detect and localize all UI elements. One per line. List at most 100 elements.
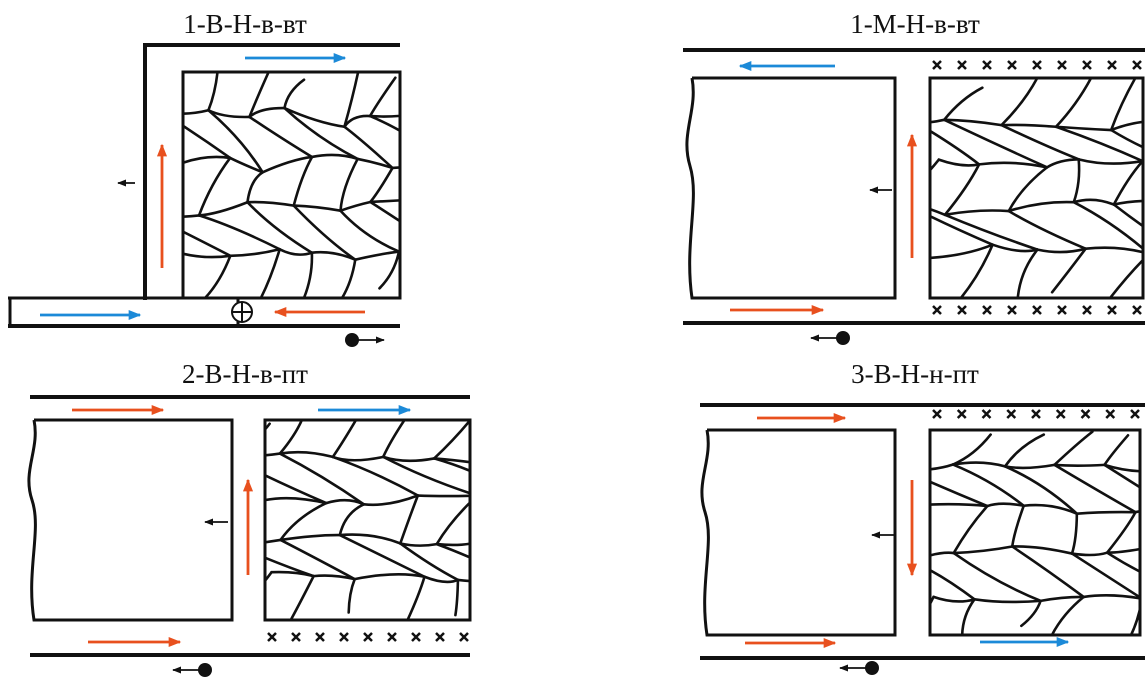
crack: [369, 199, 400, 204]
crack: [1105, 510, 1137, 554]
cross-mark: [1082, 60, 1092, 70]
crack: [943, 209, 1011, 217]
crack: [270, 570, 315, 578]
crack: [930, 118, 946, 124]
crack: [343, 114, 372, 129]
cross-mark: [956, 409, 967, 419]
crack: [331, 455, 420, 497]
crack: [207, 72, 219, 112]
crack: [1075, 510, 1137, 515]
cross-mark: [387, 632, 397, 642]
crack: [338, 503, 366, 537]
cross-mark: [957, 305, 967, 315]
crack: [1016, 248, 1039, 298]
crack: [1007, 200, 1076, 213]
crack: [362, 494, 420, 507]
cross-mark: [1007, 305, 1017, 315]
gob-cracks: [930, 78, 1143, 298]
crack: [399, 542, 460, 582]
panel-title: 1-М-Н-в-вт: [850, 9, 980, 39]
crack: [991, 243, 1039, 253]
cross-mark: [1055, 409, 1066, 419]
crack: [279, 533, 342, 542]
crack: [338, 533, 402, 545]
crack: [1003, 463, 1056, 470]
crack: [265, 473, 328, 505]
crack: [1103, 463, 1140, 489]
crack: [324, 498, 366, 506]
panel-title: 1-В-Н-в-вт: [183, 9, 307, 39]
cross-mark: [932, 409, 942, 419]
crack: [197, 200, 249, 217]
crack: [423, 575, 460, 584]
crack: [183, 230, 232, 258]
gob-cracks: [265, 420, 470, 620]
crack: [456, 578, 470, 583]
crack: [942, 118, 1049, 169]
cross-mark: [957, 60, 967, 70]
crack: [1010, 545, 1074, 555]
cross-mark: [435, 632, 445, 642]
crack: [292, 204, 342, 213]
crack: [381, 455, 470, 495]
cross-mark: [982, 60, 992, 70]
cross-mark: [1107, 60, 1117, 70]
combine: [865, 661, 879, 675]
crack: [937, 158, 981, 167]
cross-mark: [1057, 305, 1067, 315]
crack: [378, 250, 400, 290]
crack: [406, 575, 426, 620]
crack: [930, 480, 989, 508]
crack: [913, 505, 926, 562]
crack: [1109, 78, 1137, 132]
crack: [1050, 595, 1085, 635]
crack: [1082, 594, 1140, 600]
crack: [943, 213, 1039, 251]
crack: [977, 161, 1049, 169]
gob-border: [928, 428, 1142, 637]
gob-border: [928, 76, 1145, 300]
crack: [952, 551, 1042, 603]
crack: [292, 204, 357, 261]
crack: [331, 420, 358, 459]
crack: [183, 214, 201, 218]
cross-mark: [1105, 409, 1116, 419]
crack: [986, 502, 1026, 508]
crack: [183, 252, 232, 259]
crack: [265, 570, 273, 583]
crack: [1103, 463, 1140, 473]
crack: [932, 595, 976, 603]
crack: [265, 499, 266, 502]
cross-mark: [1032, 60, 1042, 70]
cross-mark: [315, 632, 325, 642]
crack: [1045, 158, 1080, 169]
crack: [183, 108, 210, 115]
cross-mark: [339, 632, 349, 642]
crack: [942, 86, 984, 122]
crack: [1105, 551, 1140, 574]
panel-title: 2-В-Н-в-пт: [182, 359, 308, 389]
panel-title: 3-В-Н-н-пт: [851, 359, 979, 389]
crack: [930, 463, 955, 471]
crack: [283, 78, 306, 110]
crack: [1070, 512, 1079, 555]
crack: [279, 538, 356, 581]
cross-mark: [932, 305, 942, 315]
crack: [1108, 258, 1143, 298]
crack: [283, 106, 359, 161]
cross-mark: [981, 409, 992, 419]
cross-mark: [1132, 60, 1142, 70]
crack: [432, 457, 470, 473]
crack: [973, 598, 1042, 604]
crack: [339, 209, 400, 253]
crack: [1000, 123, 1058, 129]
crack: [930, 243, 994, 260]
crack: [283, 106, 346, 129]
gob-border: [263, 418, 472, 622]
crack: [368, 114, 400, 133]
crack: [1007, 166, 1049, 213]
crack: [1109, 128, 1143, 149]
crack: [1022, 503, 1079, 515]
cross-mark: [459, 632, 469, 642]
cross-mark: [1006, 409, 1017, 419]
